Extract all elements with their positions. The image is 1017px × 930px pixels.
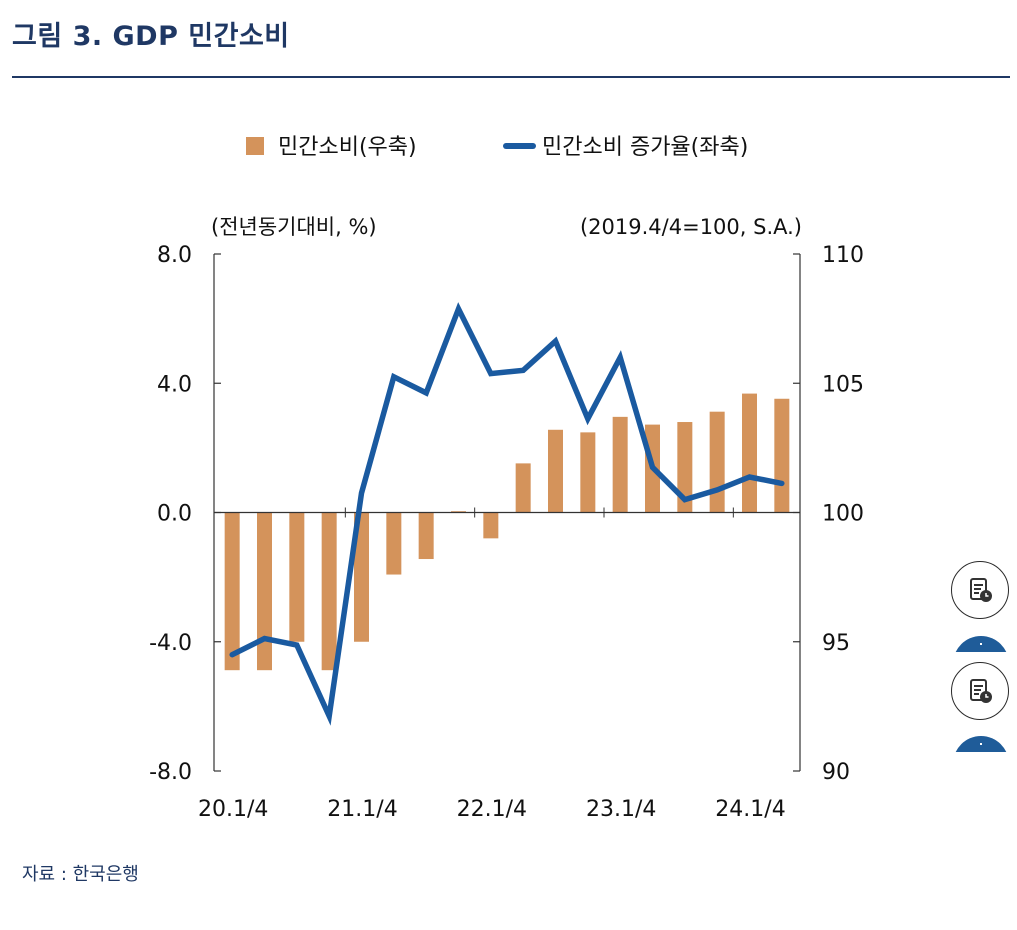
memo-clock-icon [970, 578, 992, 602]
left-tick-label: 8.0 [157, 243, 192, 268]
title-divider [12, 76, 1010, 78]
right-tick-label: 90 [822, 760, 850, 785]
x-tick-label: 21.1/4 [327, 797, 397, 822]
source-note: 자료 : 한국은행 [22, 864, 139, 885]
right-tick-label: 110 [822, 243, 864, 268]
x-tick-label: 24.1/4 [715, 797, 785, 822]
bar-22.2/4 [515, 463, 531, 513]
legend: 민간소비(우축) 민간소비 증가율(좌축) [246, 135, 748, 160]
bar-21.1/4 [354, 512, 369, 642]
memo-clock-icon [970, 679, 992, 703]
right-tick-label: 100 [822, 502, 864, 527]
bar-20.3/4 [289, 512, 305, 642]
left-tick-label: 0.0 [157, 502, 192, 527]
x-tick-label: 23.1/4 [586, 797, 656, 822]
memo-clock-button[interactable] [951, 662, 1009, 720]
bar-22.4/4 [580, 432, 596, 513]
bar-series [224, 393, 790, 671]
axes: 8.0 4.0 0.0 -4.0 -8.0 110 105 100 95 90 20.1/4 21.1… [149, 243, 864, 822]
left-tick-label: -8.0 [149, 760, 192, 785]
bar-22.3/4 [548, 429, 563, 513]
memo-clock-button[interactable] [951, 561, 1009, 619]
bar-23.1/4 [612, 416, 628, 513]
legend-bar-swatch [246, 137, 264, 155]
floating-tab-button[interactable] [953, 736, 1009, 752]
gdp-consumption-chart: 민간소비(우축) 민간소비 증가율(좌축) (전년동기대비, %) (2019.… [149, 135, 864, 822]
legend-bar-label: 민간소비(우축) [278, 135, 417, 160]
page-title: 그림 3. GDP 민간소비 [12, 21, 290, 52]
right-tick-label: 95 [822, 631, 850, 656]
left-axis-unit: (전년동기대비, %) [211, 215, 377, 239]
x-tick-label: 22.1/4 [457, 797, 527, 822]
right-axis-unit: (2019.4/4=100, S.A.) [580, 215, 802, 239]
floating-tab-button[interactable] [953, 636, 1009, 652]
right-tick-label: 105 [822, 372, 864, 397]
consumption-growth-line [229, 302, 785, 726]
left-tick-label: 4.0 [157, 372, 192, 397]
bar-21.3/4 [418, 512, 434, 560]
line-series [229, 302, 785, 726]
bar-22.1/4 [483, 512, 499, 539]
left-tick-label: -4.0 [149, 631, 192, 656]
bar-21.2/4 [386, 512, 402, 575]
legend-line-label: 민간소비 증가율(좌축) [542, 135, 748, 160]
bar-20.4/4 [321, 512, 337, 671]
bar-23.3/4 [677, 422, 693, 513]
bar-24.2/4 [774, 398, 790, 513]
bar-20.1/4 [224, 512, 240, 671]
bar-24.1/4 [742, 393, 757, 513]
bar-23.4/4 [709, 411, 725, 513]
x-tick-label: 20.1/4 [198, 797, 268, 822]
bar-20.2/4 [257, 512, 272, 671]
